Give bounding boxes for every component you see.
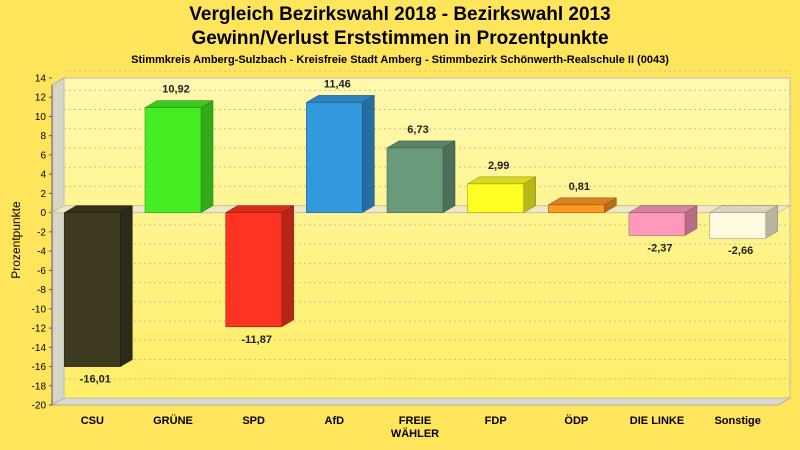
- bar-top: [63, 205, 134, 213]
- bar-top: [547, 197, 618, 206]
- y-tick-label: -12: [32, 324, 47, 335]
- y-tick-label: 8: [40, 131, 46, 142]
- y-tick-label: 10: [35, 112, 47, 123]
- value-label: 2,99: [488, 160, 509, 172]
- bar: [708, 205, 779, 239]
- value-label: -11,87: [241, 334, 272, 346]
- bar-side: [281, 205, 294, 328]
- y-tick-label: -14: [32, 343, 47, 354]
- category-label: FREIE: [399, 415, 431, 427]
- bar-front: [628, 212, 686, 236]
- bar-front: [709, 212, 766, 239]
- category-label: WÄHLER: [391, 427, 439, 440]
- bar: [305, 94, 376, 214]
- value-label: 10,92: [162, 84, 190, 96]
- bar: [386, 140, 456, 214]
- bar: [628, 205, 698, 236]
- y-tick-label: -20: [32, 401, 47, 412]
- bar: [466, 176, 537, 214]
- bar-top: [305, 95, 376, 103]
- bar: [547, 197, 618, 214]
- bar-top: [708, 205, 779, 213]
- bar-front: [467, 183, 524, 213]
- y-tick-label: 14: [35, 74, 47, 85]
- y-tick-label: 4: [40, 170, 46, 181]
- bar-side: [200, 100, 214, 214]
- value-label: -16,01: [80, 374, 111, 386]
- bar: [63, 205, 134, 368]
- bar-side: [120, 205, 133, 368]
- y-tick-label: -16: [32, 362, 47, 373]
- y-tick-label: 12: [35, 93, 47, 104]
- category-label: SPD: [242, 415, 265, 427]
- bar-front: [225, 212, 282, 328]
- bar: [224, 205, 295, 328]
- value-label: 0,81: [569, 181, 590, 193]
- y-tick-label: -18: [32, 381, 47, 392]
- category-label: FDP: [485, 415, 507, 427]
- chart-title: Vergleich Bezirkswahl 2018 - Bezirkswahl…: [189, 4, 611, 25]
- bar-front: [386, 147, 444, 213]
- bar-top: [224, 205, 295, 213]
- bar-top: [386, 140, 456, 149]
- bar-top: [628, 205, 698, 213]
- y-tick-label: 0: [40, 208, 46, 219]
- y-tick-label: -8: [37, 285, 46, 296]
- bar-front: [64, 212, 121, 367]
- chart-subtitle: Gewinn/Verlust Erststimmen in Prozentpun…: [191, 28, 609, 49]
- value-label: -2,37: [647, 242, 672, 254]
- y-tick-label: -2: [37, 227, 46, 238]
- category-label: GRÜNE: [153, 414, 193, 427]
- value-label: 11,46: [324, 78, 351, 90]
- chart-caption: Stimmkreis Amberg-Sulzbach - Kreisfreie …: [131, 54, 669, 66]
- category-label: DIE LINKE: [630, 415, 684, 427]
- bar-front: [306, 102, 363, 213]
- bar-top: [466, 176, 537, 185]
- y-tick-label: 6: [40, 150, 46, 161]
- bar-side: [442, 140, 456, 214]
- bar-top: [144, 100, 214, 108]
- y-tick-label: -4: [37, 247, 46, 258]
- category-label: AfD: [325, 415, 345, 427]
- category-label: ÖDP: [564, 414, 588, 427]
- category-label: Sonstige: [714, 415, 760, 427]
- bar-side: [362, 94, 375, 214]
- value-label: -2,66: [728, 245, 753, 257]
- value-label: 6,73: [407, 124, 428, 136]
- y-tick-label: -10: [32, 304, 47, 315]
- y-tick-label: 2: [40, 189, 46, 200]
- bar-front: [144, 107, 202, 213]
- plot-left-wall: [51, 77, 65, 406]
- bar-front: [548, 204, 605, 213]
- category-label: CSU: [81, 415, 104, 427]
- plot-floor: [50, 397, 792, 406]
- y-tick-label: -6: [37, 266, 46, 277]
- bar: [144, 100, 214, 214]
